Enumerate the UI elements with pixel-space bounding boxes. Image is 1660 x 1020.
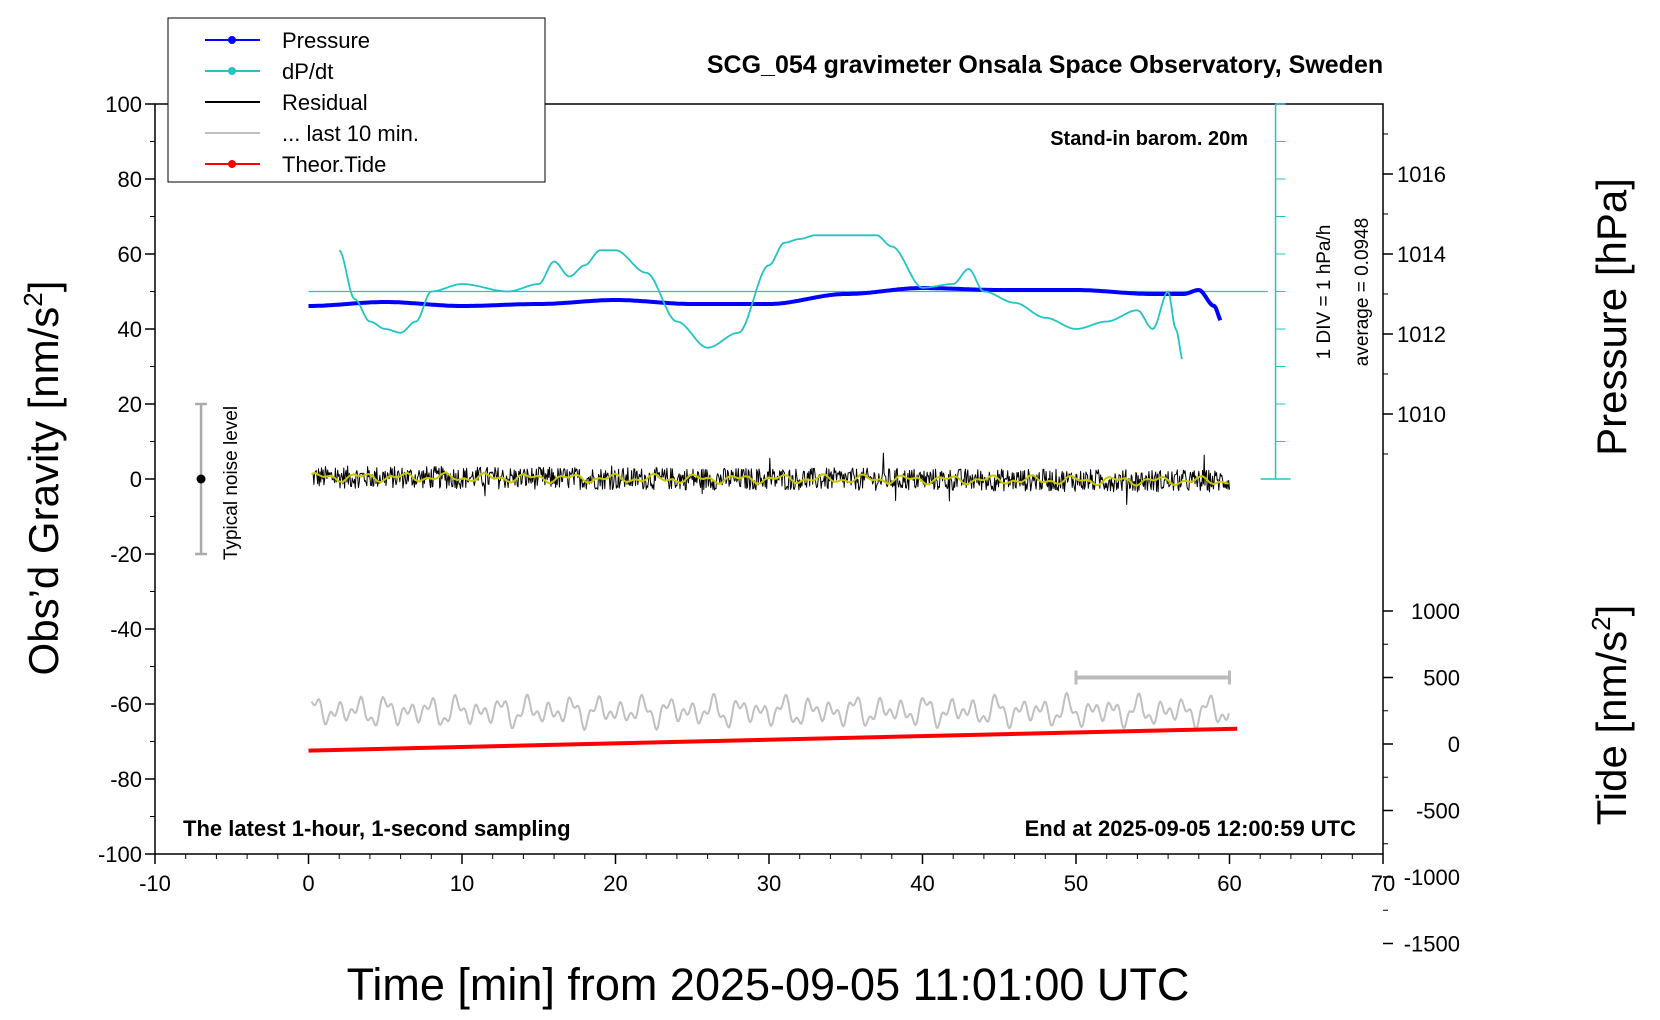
legend-label: Residual bbox=[282, 90, 368, 115]
series-dp-dt bbox=[338, 234, 1183, 360]
x-tick-label: -10 bbox=[139, 871, 171, 896]
legend-marker bbox=[228, 36, 236, 44]
y-axis-pressure-label: Pressure [hPa] bbox=[1588, 178, 1635, 456]
y-left-tick-label: 40 bbox=[118, 317, 142, 342]
series-pressure bbox=[308, 286, 1223, 322]
x-tick-label: 10 bbox=[450, 871, 474, 896]
y-tide-tick-label: -500 bbox=[1416, 799, 1460, 824]
series-last-10-min bbox=[310, 691, 1230, 731]
standin-label: Stand-in barom. 20m bbox=[1050, 128, 1248, 150]
y-left-tick-label: -100 bbox=[98, 842, 142, 867]
x-tick-label: 40 bbox=[910, 871, 934, 896]
y-left-tick-label: 80 bbox=[118, 167, 142, 192]
y-tide-tick-label: 500 bbox=[1423, 666, 1460, 691]
x-tick-label: 30 bbox=[757, 871, 781, 896]
y-pressure-tick-label: 1016 bbox=[1397, 162, 1446, 187]
y-tide-tick-label: 1000 bbox=[1411, 599, 1460, 624]
chart-title: SCG_054 gravimeter Onsala Space Observat… bbox=[707, 51, 1383, 79]
div-label: 1 DIV = 1 hPa/h bbox=[1314, 225, 1335, 360]
latest-label: The latest 1-hour, 1-second sampling bbox=[183, 816, 571, 841]
x-axis-label: Time [min] from 2025-09-05 11:01:00 UTC bbox=[347, 959, 1190, 1010]
x-tick-label: 0 bbox=[302, 871, 314, 896]
average-label: average = 0.0948 bbox=[1352, 218, 1373, 366]
series-layer bbox=[195, 103, 1291, 753]
series-theor-tide bbox=[308, 726, 1238, 753]
series-residual-smoothed bbox=[311, 471, 1229, 487]
y-axis-left-label: Obs’d Gravity [nm/s2] bbox=[18, 281, 67, 676]
y-tide-tick-label: -1000 bbox=[1404, 865, 1460, 890]
legend-label: Pressure bbox=[282, 28, 370, 53]
y-pressure-tick-label: 1012 bbox=[1397, 322, 1446, 347]
y-left-tick-label: -40 bbox=[110, 617, 142, 642]
noise-label: Typical noise level bbox=[221, 406, 242, 560]
y-axis-tide-label: Tide [nm/s2] bbox=[1586, 605, 1635, 826]
y-left-tick-label: 100 bbox=[105, 92, 142, 117]
x-tick-label: 20 bbox=[603, 871, 627, 896]
y-left-tick-label: -60 bbox=[110, 692, 142, 717]
end-at-label: End at 2025-09-05 12:00:59 UTC bbox=[1025, 816, 1356, 841]
x-tick-label: 70 bbox=[1371, 871, 1395, 896]
y-left-tick-label: -20 bbox=[110, 542, 142, 567]
legend-box bbox=[167, 17, 546, 183]
legend-label: dP/dt bbox=[282, 59, 333, 84]
legend-items: Pressure dP/dt Residual ... last 10 min. The… bbox=[205, 28, 419, 177]
x-tick-label: 50 bbox=[1064, 871, 1088, 896]
y-tide-tick-label: -1500 bbox=[1404, 932, 1460, 957]
legend: Pressure dP/dt Residual ... last 10 min. The… bbox=[167, 17, 546, 183]
y-left-tick-label: 60 bbox=[118, 242, 142, 267]
y-left-tick-label: 20 bbox=[118, 392, 142, 417]
y-left-tick-label: -80 bbox=[110, 767, 142, 792]
legend-label: ... last 10 min. bbox=[282, 121, 419, 146]
legend-label: Theor.Tide bbox=[282, 152, 386, 177]
legend-marker bbox=[228, 160, 236, 168]
y-pressure-tick-label: 1014 bbox=[1397, 242, 1446, 267]
y-left-tick-label: 0 bbox=[130, 467, 142, 492]
x-tick-label: 60 bbox=[1217, 871, 1241, 896]
y-tide-tick-label: 0 bbox=[1448, 732, 1460, 757]
series-residual bbox=[311, 452, 1230, 505]
legend-marker bbox=[228, 67, 236, 75]
noise-bar-center bbox=[196, 474, 206, 484]
y-pressure-tick-label: 1010 bbox=[1397, 402, 1446, 427]
axes-layer: -10 0 10 20 30 40 50 60 70100806040200-20-40-60-… bbox=[98, 92, 1460, 957]
